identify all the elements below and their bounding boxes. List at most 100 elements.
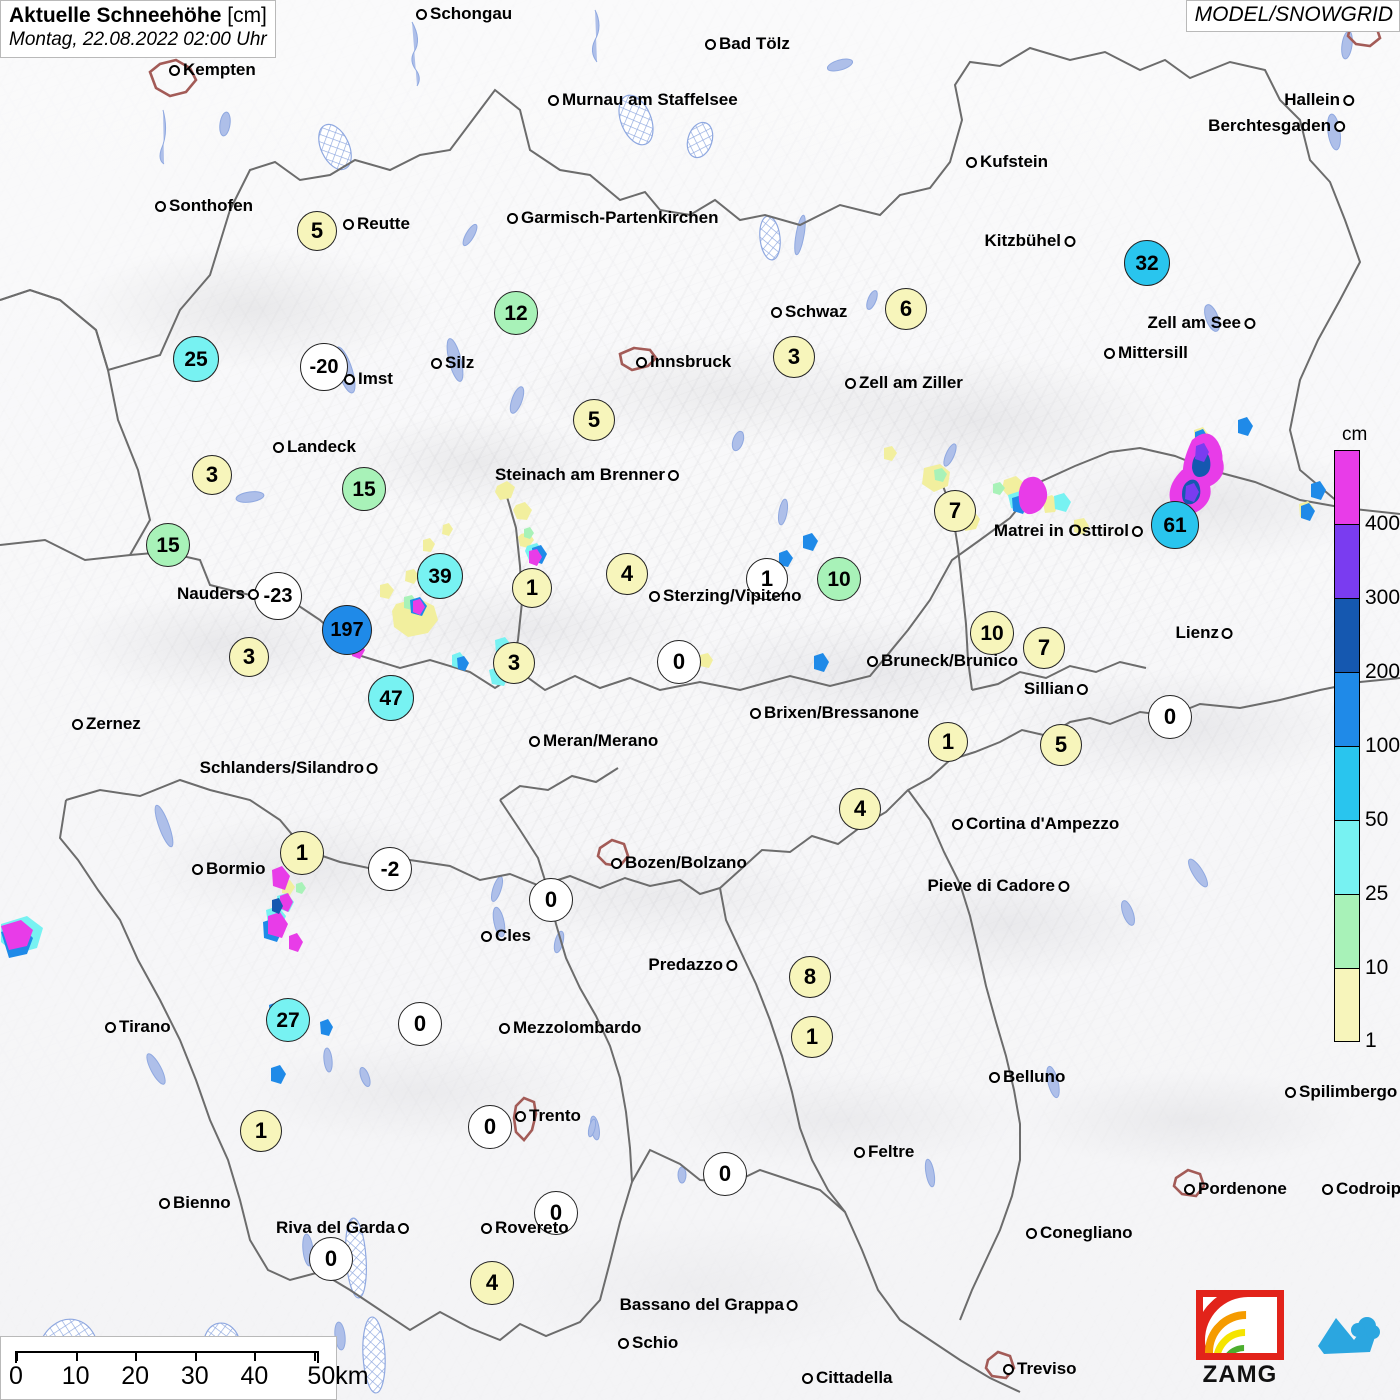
city-dot-icon <box>1104 347 1115 359</box>
station-marker[interactable]: 15 <box>342 467 386 511</box>
station-marker[interactable]: 12 <box>494 291 538 335</box>
station-value: 7 <box>948 498 962 523</box>
city-marker: Murnau am Staffelsee <box>548 90 738 110</box>
station-value: 0 <box>1163 704 1177 729</box>
station-value: 39 <box>428 564 452 588</box>
city-marker: Cittadella <box>802 1368 893 1388</box>
city-marker: Rovereto <box>481 1218 569 1238</box>
station-marker[interactable]: 1 <box>928 722 968 762</box>
station-value: 5 <box>587 407 601 432</box>
station-marker[interactable]: 61 <box>1151 501 1199 549</box>
station-marker[interactable]: 32 <box>1124 240 1170 286</box>
station-value: 1 <box>254 1118 268 1143</box>
city-dot-icon <box>507 212 518 224</box>
station-value: 25 <box>184 347 208 371</box>
scale-bar: 0 10 20 30 40 50km <box>0 1336 369 1400</box>
scale-label: 20 <box>121 1362 150 1390</box>
city-marker: Schongau <box>416 4 512 24</box>
station-marker[interactable]: 6 <box>885 288 927 330</box>
station-marker[interactable]: 5 <box>297 211 337 251</box>
city-name: Matrei in Osttirol <box>993 521 1129 540</box>
station-marker[interactable]: 25 <box>173 336 219 382</box>
city-name: Kufstein <box>980 152 1048 171</box>
station-marker[interactable]: 0 <box>1148 695 1192 739</box>
city-dot-icon <box>966 156 977 168</box>
city-dot-icon <box>854 1146 865 1158</box>
station-marker[interactable]: 1 <box>512 568 552 608</box>
station-marker[interactable]: 1 <box>746 558 788 600</box>
legend-band: 10 <box>1334 894 1388 979</box>
station-marker[interactable]: 7 <box>934 490 976 532</box>
station-marker[interactable]: 3 <box>493 642 535 684</box>
city-name: Cles <box>495 926 531 945</box>
city-name: Schongau <box>430 4 513 23</box>
legend-band-label: 400 <box>1365 512 1400 535</box>
city-marker: Spilimbergo <box>1285 1082 1397 1102</box>
station-marker[interactable]: 0 <box>468 1105 512 1149</box>
station-marker[interactable]: 27 <box>266 998 310 1042</box>
station-marker[interactable]: 1 <box>240 1110 282 1152</box>
city-name: Treviso <box>1017 1359 1077 1378</box>
station-marker[interactable]: 10 <box>817 557 861 601</box>
station-marker[interactable]: 197 <box>322 605 372 655</box>
station-marker[interactable]: 0 <box>534 1191 578 1235</box>
station-marker[interactable]: 5 <box>1040 724 1082 766</box>
city-dot-icon <box>155 200 166 212</box>
city-dot-icon <box>867 655 878 667</box>
zamg-logo: ZAMG <box>1196 1290 1284 1389</box>
city-marker: Schlanders/Silandro <box>200 758 378 778</box>
city-marker: Pordenone <box>1184 1179 1287 1199</box>
scale-label: 30 <box>180 1362 209 1390</box>
city-name: Schlanders/Silandro <box>199 758 364 777</box>
station-value: 0 <box>718 1161 732 1186</box>
city-marker: Bruneck/Brunico <box>867 651 1018 671</box>
station-marker[interactable]: 0 <box>309 1237 353 1281</box>
station-marker[interactable]: -2 <box>368 847 412 891</box>
station-marker[interactable]: 0 <box>703 1152 747 1196</box>
station-marker[interactable]: 10 <box>970 611 1014 655</box>
station-marker[interactable]: 5 <box>573 399 615 441</box>
city-name: Berchtesgaden <box>1208 116 1331 135</box>
station-marker[interactable]: 3 <box>192 455 232 495</box>
station-marker[interactable]: -23 <box>254 572 302 620</box>
station-marker[interactable]: 0 <box>657 640 701 684</box>
station-marker[interactable]: 39 <box>417 553 463 599</box>
title-box: Aktuelle Schneehöhe [cm] Montag, 22.08.2… <box>0 0 276 58</box>
station-marker[interactable]: 3 <box>773 336 815 378</box>
station-value: 3 <box>507 650 521 675</box>
station-marker[interactable]: 1 <box>280 831 324 875</box>
station-marker[interactable]: 1 <box>791 1016 833 1058</box>
city-dot-icon <box>481 1222 492 1234</box>
city-dot-icon <box>344 373 355 385</box>
station-value: 5 <box>310 218 324 243</box>
station-marker[interactable]: 47 <box>368 675 414 721</box>
city-marker: Kempten <box>169 60 256 80</box>
station-value: 10 <box>827 567 851 591</box>
city-name: Sterzing/Vipiteno <box>663 586 802 605</box>
station-marker[interactable]: 7 <box>1023 627 1065 669</box>
city-marker: Kitzbühel <box>985 231 1075 251</box>
station-marker[interactable]: 0 <box>398 1002 442 1046</box>
model-source-label: MODEL/SNOWGRID <box>1194 3 1393 26</box>
station-marker[interactable]: 4 <box>470 1261 514 1305</box>
city-marker: Garmisch-Partenkirchen <box>507 208 718 228</box>
city-dot-icon <box>431 357 442 369</box>
city-name: Bozen/Bolzano <box>625 853 747 872</box>
station-marker[interactable]: -20 <box>300 343 348 391</box>
city-name: Kempten <box>183 60 256 79</box>
city-marker: Brixen/Bressanone <box>750 703 919 723</box>
city-marker: Zernez <box>72 714 141 734</box>
station-marker[interactable]: 8 <box>789 956 831 998</box>
station-value: 3 <box>787 344 801 369</box>
city-marker: Schwaz <box>771 302 847 322</box>
station-marker[interactable]: 0 <box>529 878 573 922</box>
station-marker[interactable]: 4 <box>606 553 648 595</box>
city-marker: Reutte <box>343 214 410 234</box>
station-marker[interactable]: 3 <box>229 637 269 677</box>
city-name: Spilimbergo <box>1299 1082 1398 1101</box>
city-dot-icon <box>1184 1183 1195 1195</box>
station-marker[interactable]: 4 <box>839 788 881 830</box>
city-name: Garmisch-Partenkirchen <box>521 208 719 227</box>
station-marker[interactable]: 15 <box>146 523 190 567</box>
